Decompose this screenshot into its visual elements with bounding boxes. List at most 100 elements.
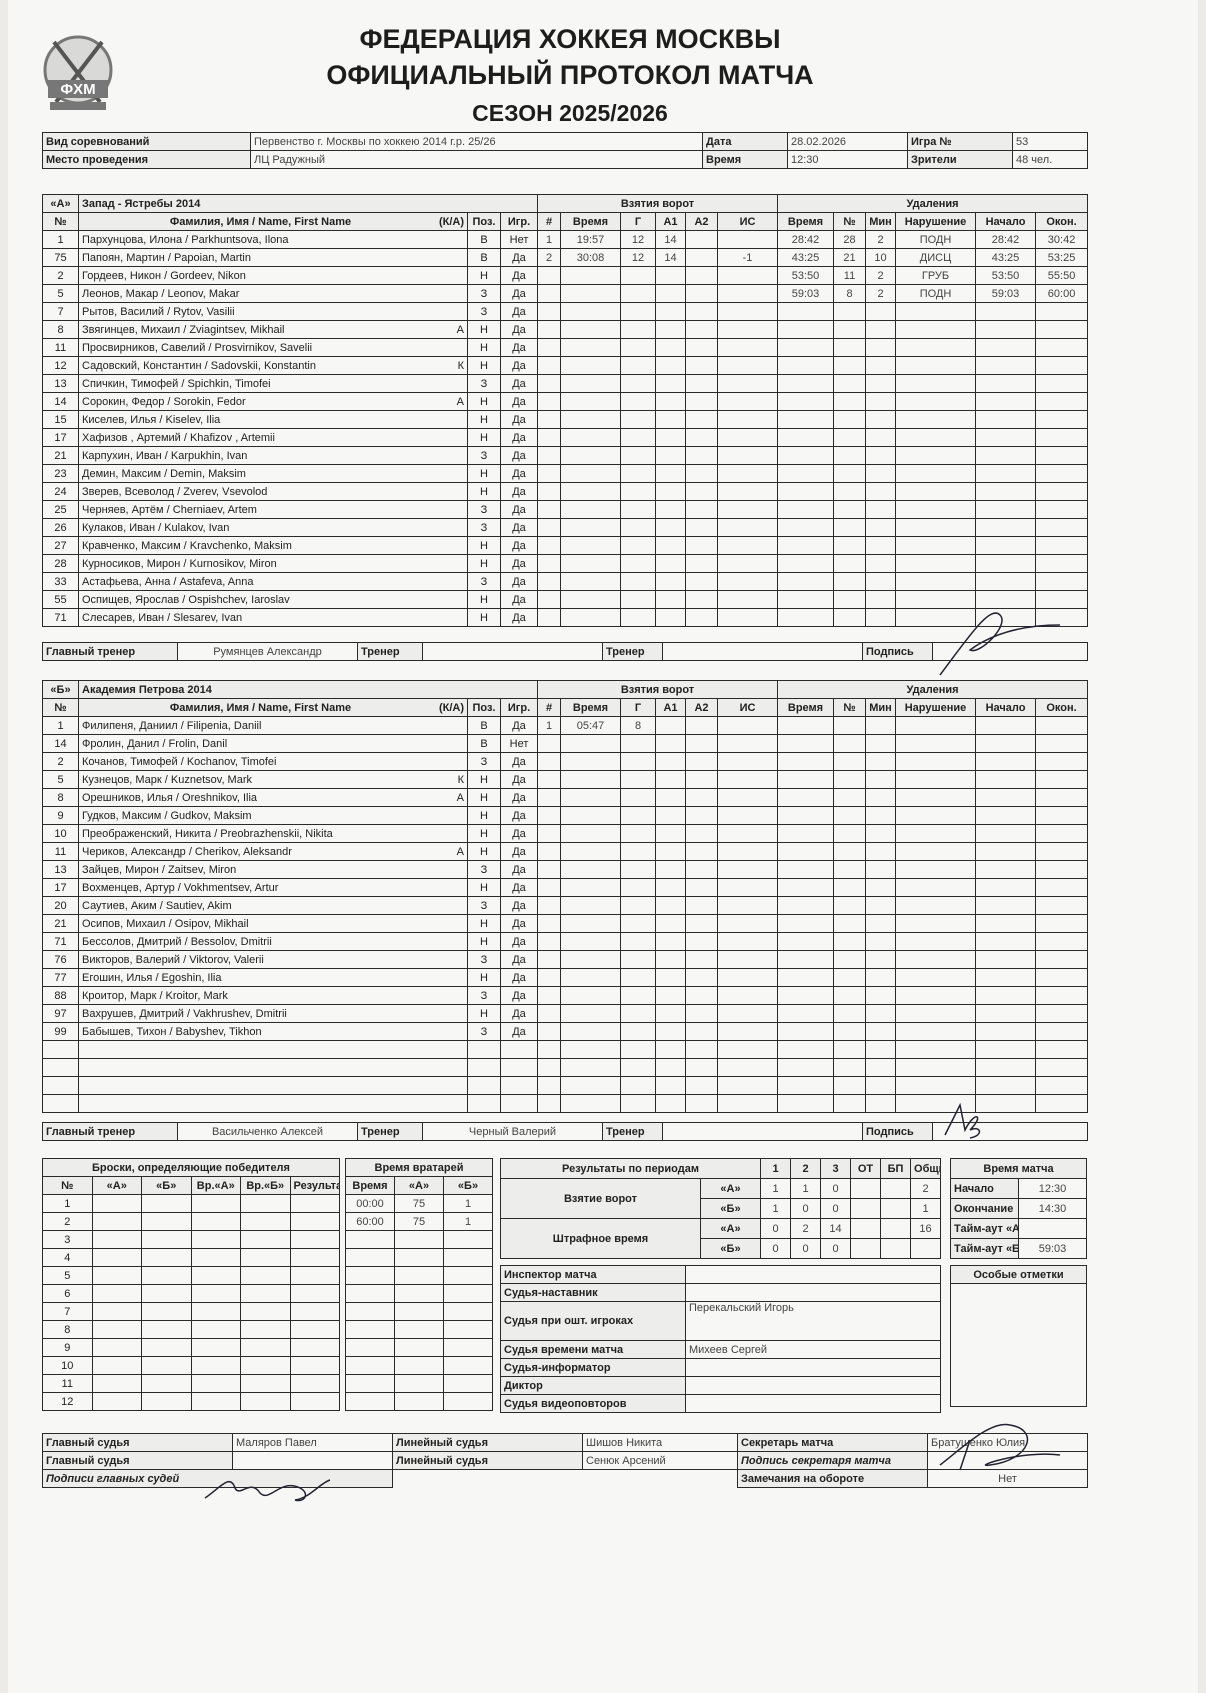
goalies-title: Время вратарей xyxy=(345,1158,493,1177)
penalty-cell xyxy=(833,554,867,573)
goal-cell xyxy=(685,842,718,861)
penalty-cell xyxy=(1034,770,1089,789)
goalie-row xyxy=(345,1392,493,1411)
player-number: 24 xyxy=(42,482,79,501)
goal-cell xyxy=(537,608,562,627)
shootout-number: 11 xyxy=(42,1374,93,1393)
captain-mark: А xyxy=(456,791,464,804)
results-col: БП xyxy=(880,1158,912,1179)
player-row: 8 Орешников, Илья / Oreshnikov, Ilia А Н Да xyxy=(42,788,1089,807)
goalie-time-table: Время вратарей Время «А» «Б» 00:00 75 1 60:00 75… xyxy=(345,1158,493,1411)
penalty-cell xyxy=(1034,986,1089,1005)
goal-cell xyxy=(685,716,718,735)
goal-cell xyxy=(620,518,657,537)
special-notes-field[interactable] xyxy=(950,1283,1087,1407)
col-goal-scorer: Г xyxy=(620,212,657,231)
results-cell xyxy=(910,1238,942,1259)
goal-cell xyxy=(560,878,621,897)
col-goal-strength: ИС xyxy=(717,212,779,231)
goal-cell: 30:08 xyxy=(560,248,622,267)
player-name-text: Зайцев, Мирон / Zaitsev, Miron xyxy=(82,863,237,876)
goal-cell xyxy=(620,1004,656,1023)
player-played: Да xyxy=(499,590,539,609)
goal-cell xyxy=(655,392,687,411)
player-row: 28 Курносиков, Мирон / Kurnosikov, Miron Н… xyxy=(42,554,1089,573)
penalty-cell xyxy=(895,374,977,393)
player-number: 20 xyxy=(42,896,79,915)
penalty-cell xyxy=(777,752,834,771)
secretary-signature-field[interactable] xyxy=(927,1451,1088,1470)
player-name-text: Демин, Максим / Demin, Maksim xyxy=(82,467,246,480)
results-cell: 1 xyxy=(760,1198,792,1219)
player-row: 14 Фролин, Данил / Frolin, Danil В Нет xyxy=(42,734,1089,753)
goal-cell xyxy=(655,446,687,465)
timeout-b-value: 59:03 xyxy=(1018,1238,1087,1259)
player-name-text: Садовский, Константин / Sadovskii, Konst… xyxy=(82,359,316,372)
penalty-cell xyxy=(895,500,977,519)
goal-cell xyxy=(537,914,561,933)
goal-cell xyxy=(560,500,622,519)
penalty-cell xyxy=(975,806,1036,825)
goal-cell xyxy=(655,482,687,501)
shootout-cell xyxy=(289,1194,340,1213)
shootout-cell xyxy=(190,1302,241,1321)
goal-cell xyxy=(537,266,562,285)
official-row: Судья-наставник xyxy=(500,1283,941,1302)
shootout-cell xyxy=(240,1212,291,1231)
penalty-cell xyxy=(833,950,866,969)
goalie-cell xyxy=(443,1392,493,1411)
signature-field[interactable] xyxy=(932,1122,1088,1141)
player-name: Кочанов, Тимофей / Kochanov, Timofei xyxy=(78,752,468,771)
penalty-cell xyxy=(975,356,1037,375)
time-label: Время xyxy=(702,150,788,169)
player-name: Бабышев, Тихон / Babyshev, Tikhon xyxy=(78,1022,468,1041)
penalty-cell xyxy=(1034,1076,1089,1095)
player-name-text: Саутиев, Аким / Sautiev, Akim xyxy=(82,899,232,912)
penalty-cell xyxy=(833,1004,866,1023)
results-row-label: Штрафное время xyxy=(500,1218,701,1259)
player-position: Н xyxy=(467,1004,501,1023)
goal-cell xyxy=(685,392,719,411)
goal-cell xyxy=(685,878,718,897)
player-played: Да xyxy=(499,500,539,519)
shootout-cell xyxy=(91,1338,142,1357)
player-row: 55 Оспищев, Ярослав / Ospishchev, Iarosla… xyxy=(42,590,1089,609)
goal-cell xyxy=(655,1094,686,1113)
goal-cell xyxy=(560,1058,621,1077)
penalty-cell xyxy=(1035,446,1089,465)
penalty-cell xyxy=(777,716,834,735)
penalty-cell xyxy=(975,536,1037,555)
penalty-cell xyxy=(777,374,835,393)
penalty-cell xyxy=(975,482,1037,501)
goal-cell xyxy=(717,482,779,501)
player-number: 13 xyxy=(42,860,79,879)
linesman-2: Сенюк Арсений xyxy=(582,1451,738,1470)
penalty-cell: 55:50 xyxy=(1035,266,1089,285)
penalty-cell: 53:50 xyxy=(777,266,835,285)
signature-field[interactable] xyxy=(932,642,1088,661)
goal-cell xyxy=(655,356,687,375)
penalty-cell xyxy=(777,842,834,861)
penalty-cell xyxy=(1035,410,1089,429)
penalty-cell xyxy=(865,374,897,393)
penalty-cell xyxy=(865,1076,896,1095)
goal-cell xyxy=(655,1040,686,1059)
penalty-cell xyxy=(833,464,867,483)
penalty-cell: ДИСЦ xyxy=(895,248,977,267)
penalty-cell xyxy=(895,446,977,465)
col-goal-scorer: Г xyxy=(620,698,656,717)
goal-cell xyxy=(685,248,719,267)
player-position: Н xyxy=(467,788,501,807)
goal-cell xyxy=(655,554,687,573)
player-position: Н xyxy=(467,428,501,447)
season-title: СЕЗОН 2025/2026 xyxy=(472,100,668,126)
penalty-cell xyxy=(1034,788,1089,807)
player-name-text: Егошин, Илья / Egoshin, Ilia xyxy=(82,971,222,984)
goal-cell: 05:47 xyxy=(560,716,621,735)
shootout-number: 10 xyxy=(42,1356,93,1375)
head-coach-label: Главный тренер xyxy=(42,1122,178,1141)
goal-cell xyxy=(717,554,779,573)
penalty-cell xyxy=(1034,950,1089,969)
official-name xyxy=(685,1358,941,1377)
player-name-text: Фролин, Данил / Frolin, Danil xyxy=(82,737,228,750)
